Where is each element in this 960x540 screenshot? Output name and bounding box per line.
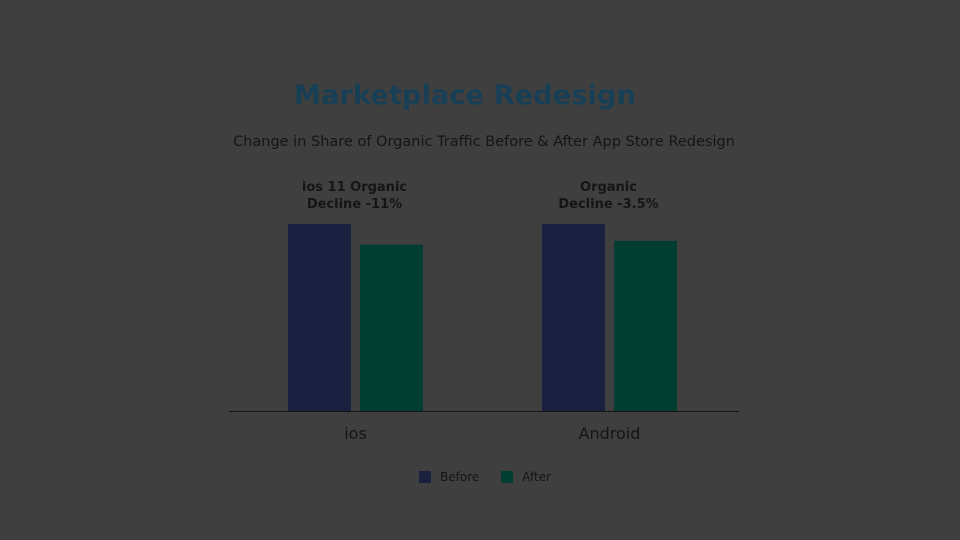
legend-swatch-after [501,471,514,483]
legend-item-after: After [501,470,551,484]
chart-subtitle: Change in Share of Organic Traffic Befor… [233,134,735,150]
bar-ios-after [360,244,423,411]
legend-label-before: Before [440,470,480,484]
bar-ios-before [288,224,351,411]
annotation-android-line-2: Decline -3.5% [558,197,658,212]
annotation-ios-line-1: ios 11 Organic [302,180,407,195]
chart-title: Marketplace Redesign [294,80,636,111]
bar-android-after [614,240,677,411]
annotation-ios-line-2: Decline -11% [307,197,402,212]
x-tick-label-ios: ios [344,424,367,443]
legend-label-after: After [522,470,552,484]
legend: Before After [419,469,573,485]
legend-swatch-before [419,471,431,483]
annotation-android-line-1: Organic [580,180,637,195]
x-tick-label-android: Android [579,424,641,443]
legend-item-before: Before [419,470,479,484]
bar-android-before [542,224,605,411]
